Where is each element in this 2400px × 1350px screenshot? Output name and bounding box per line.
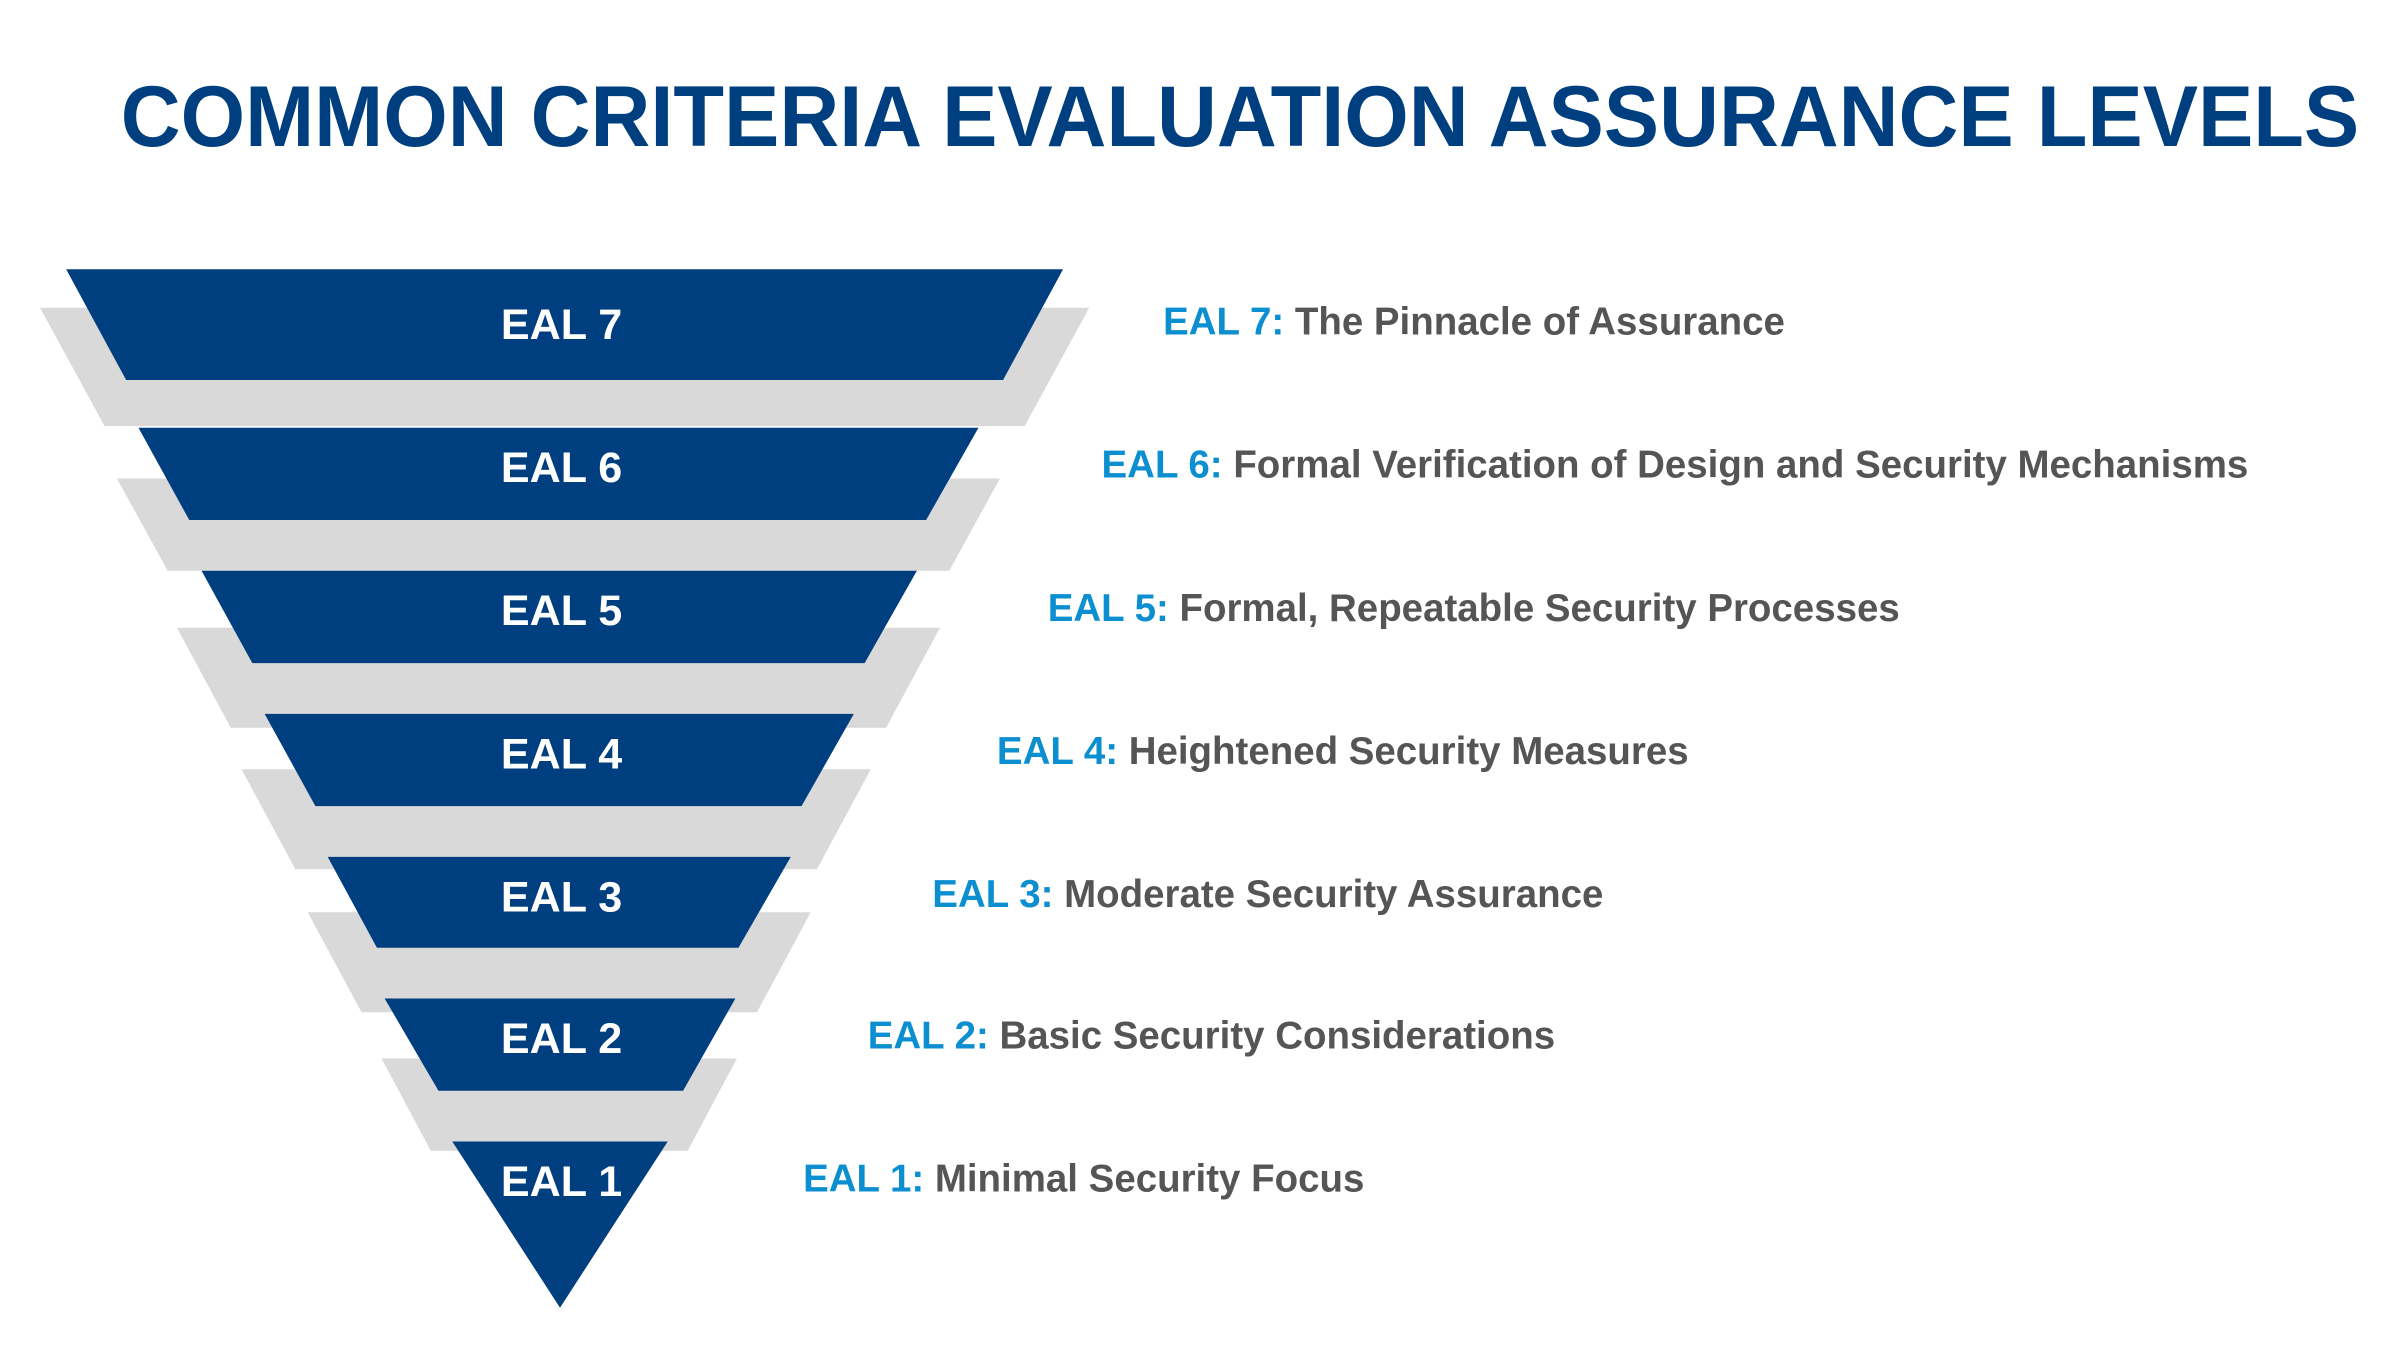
level-description: EAL 6: Formal Verification of Design and… <box>1102 444 2249 487</box>
level-key: EAL 1: <box>803 1158 924 1201</box>
level-text: Heightened Security Measures <box>1129 730 1689 773</box>
band <box>384 998 736 1091</box>
level-text: Formal Verification of Design and Securi… <box>1233 444 2248 487</box>
level-key: EAL 2: <box>868 1015 989 1058</box>
band <box>264 713 854 807</box>
band <box>201 570 917 664</box>
level-key: EAL 6: <box>1102 444 1223 487</box>
level-key: EAL 3: <box>932 873 1053 916</box>
level-description: EAL 4: Heightened Security Measures <box>997 730 1689 773</box>
level-text: Moderate Security Assurance <box>1064 873 1603 916</box>
band <box>327 856 791 948</box>
level-text: Minimal Security Focus <box>935 1158 1364 1201</box>
band <box>138 427 979 520</box>
level-description: EAL 2: Basic Security Considerations <box>868 1015 1555 1058</box>
level-key: EAL 4: <box>997 730 1118 773</box>
level-label: EAL 5 <box>501 587 622 635</box>
funnel <box>40 269 1090 1308</box>
title: COMMON CRITERIA EVALUATION ASSURANCE LEV… <box>121 69 2359 165</box>
labels: EAL 7 EAL 7: The Pinnacle of AssuranceEAL… <box>501 301 2248 1206</box>
level-description: EAL 7: The Pinnacle of Assurance <box>1163 301 1785 344</box>
level-description: EAL 1: Minimal Security Focus <box>803 1158 1364 1201</box>
band <box>66 269 1064 380</box>
band <box>452 1141 668 1308</box>
level-description: EAL 5: Formal, Repeatable Security Proce… <box>1048 587 1900 630</box>
level-label: EAL 6 <box>501 444 622 492</box>
level-text: The Pinnacle of Assurance <box>1295 301 1785 344</box>
level-key: EAL 5: <box>1048 587 1169 630</box>
level-label: EAL 7 <box>501 301 622 349</box>
level-label: EAL 1 <box>501 1158 622 1206</box>
level-text: Formal, Repeatable Security Processes <box>1179 587 1899 630</box>
level-text: Basic Security Considerations <box>999 1015 1555 1058</box>
level-label: EAL 4 <box>501 730 622 778</box>
level-label: EAL 3 <box>501 873 622 921</box>
level-label: EAL 2 <box>501 1015 622 1063</box>
level-key: EAL 7: <box>1163 301 1284 344</box>
level-description: EAL 3: Moderate Security Assurance <box>932 873 1603 916</box>
